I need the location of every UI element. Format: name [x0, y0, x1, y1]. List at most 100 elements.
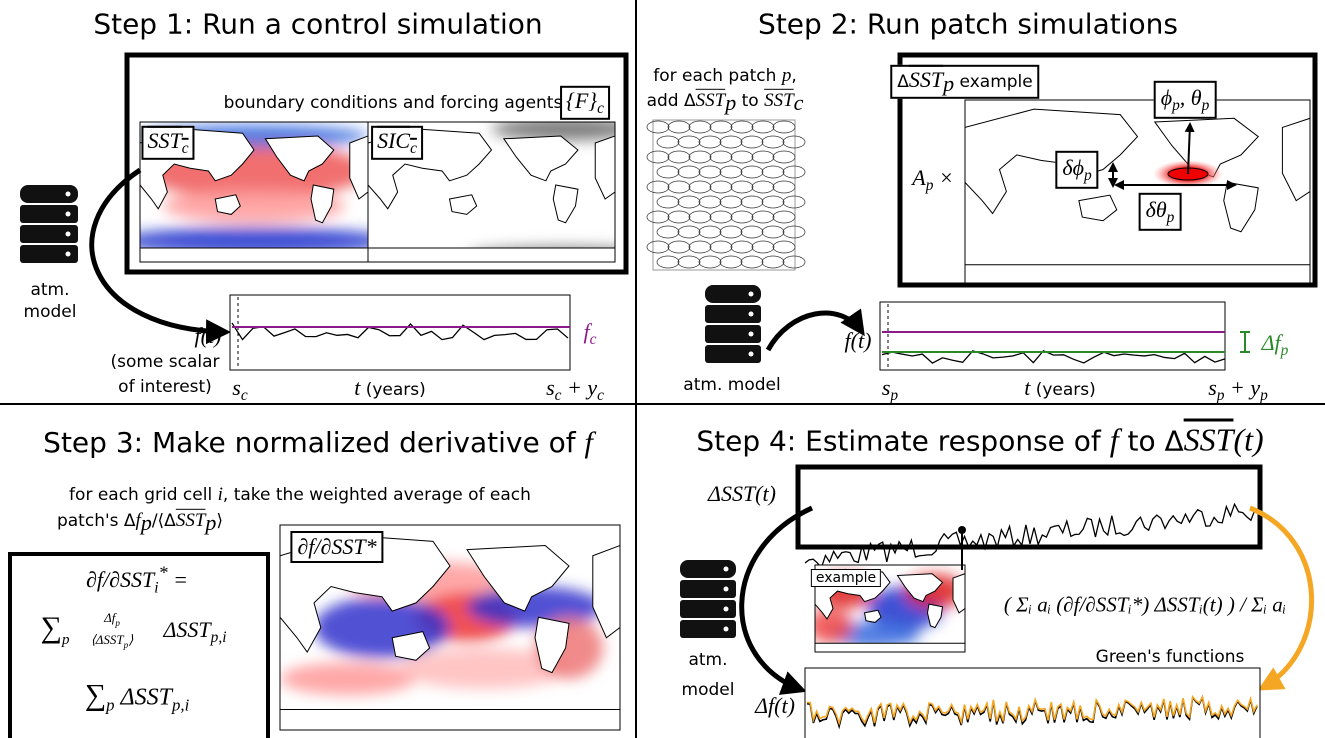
patch: [751, 120, 775, 134]
part: t (years): [354, 375, 426, 401]
title: SST: [1183, 421, 1234, 458]
m: ( Σᵢ aᵢ (∂f/∂SSTᵢ*) ΔSSTᵢ(t) ) / Σᵢ aᵢ: [1003, 592, 1287, 617]
land: [466, 544, 570, 612]
patch: [656, 165, 680, 179]
m: f: [135, 509, 141, 531]
patch: [677, 165, 701, 179]
field: [280, 561, 603, 696]
m: ΔSST(t): [708, 481, 776, 506]
m: p: [140, 510, 152, 536]
patch: [688, 120, 712, 134]
arr: [1184, 122, 1195, 175]
land: [349, 135, 368, 200]
patch: [772, 180, 796, 194]
land: [592, 544, 620, 639]
patch: [667, 240, 691, 254]
part: Ap ×: [912, 165, 954, 195]
m: ⟩: [128, 632, 134, 648]
m: SST: [147, 127, 182, 153]
text: to: [736, 90, 765, 111]
patch: [740, 135, 764, 149]
title: (t): [1233, 421, 1264, 458]
land: [552, 184, 579, 224]
patch: [782, 195, 806, 209]
m: s: [232, 374, 241, 400]
m: c: [793, 90, 804, 116]
land: [280, 709, 620, 730]
text: model: [681, 680, 735, 700]
plot-frame: [229, 294, 571, 371]
patch: [730, 120, 754, 134]
m: c: [554, 387, 562, 405]
m: p: [1083, 167, 1092, 185]
patch: [667, 210, 691, 224]
land: [1153, 117, 1259, 178]
map: [964, 99, 1311, 284]
land: [965, 108, 1139, 215]
m: p,i: [210, 629, 227, 647]
series: [806, 694, 1258, 726]
m: SST: [175, 509, 206, 531]
land: [310, 184, 335, 224]
led: [723, 586, 729, 592]
patch: [667, 150, 691, 164]
text: Green's functions: [1095, 647, 1245, 667]
m: c: [410, 140, 417, 158]
m: =: [167, 566, 189, 592]
m: i: [217, 484, 223, 505]
title: f: [584, 426, 593, 459]
series: [231, 322, 569, 341]
part: ∂f/∂SSTi* =: [86, 563, 188, 598]
part: add ΔSSTp to SSTc: [647, 90, 804, 116]
arrow: [1249, 505, 1315, 691]
patch: [719, 255, 743, 269]
m: SIC: [377, 127, 411, 153]
patch: [688, 210, 712, 224]
formula-box: [8, 552, 270, 738]
land: [1078, 194, 1118, 222]
m: c: [597, 100, 604, 118]
part: fc: [584, 319, 597, 349]
patch: [709, 240, 733, 254]
land: [926, 603, 944, 629]
patch: [698, 225, 722, 239]
m: t: [1024, 375, 1031, 400]
patch: [646, 120, 670, 134]
patch: [782, 135, 806, 149]
text: model: [23, 302, 77, 322]
patch: [688, 150, 712, 164]
m: , θ: [1179, 84, 1202, 110]
patch: [698, 195, 722, 209]
arrow: [765, 308, 865, 352]
patch: [677, 225, 701, 239]
patch: [772, 150, 796, 164]
text: , take the weighted average of each: [222, 485, 531, 505]
m: c: [240, 387, 248, 405]
server: [680, 560, 736, 578]
m: p: [943, 71, 955, 97]
blob: [162, 189, 346, 223]
m: p: [1201, 97, 1210, 115]
land: [952, 573, 965, 614]
patch: [719, 195, 743, 209]
blob: [815, 608, 853, 644]
patch: [740, 225, 764, 239]
m: f(t): [844, 328, 872, 353]
patch: [656, 225, 680, 239]
m: s: [546, 374, 555, 400]
part: sc + yc: [546, 375, 604, 405]
led: [723, 566, 729, 572]
patch: [688, 180, 712, 194]
m: p: [61, 632, 70, 648]
label: {F}c: [560, 85, 610, 121]
m: c: [181, 140, 189, 158]
label: SSTc: [141, 125, 195, 161]
blob: [314, 596, 450, 659]
m: + y: [1224, 374, 1261, 400]
plot-frame: [879, 301, 1226, 371]
title: to Δ: [1118, 424, 1184, 458]
m: p: [1166, 209, 1175, 227]
patch: [677, 255, 701, 269]
m: Δf: [104, 610, 116, 626]
patch: [772, 210, 796, 224]
